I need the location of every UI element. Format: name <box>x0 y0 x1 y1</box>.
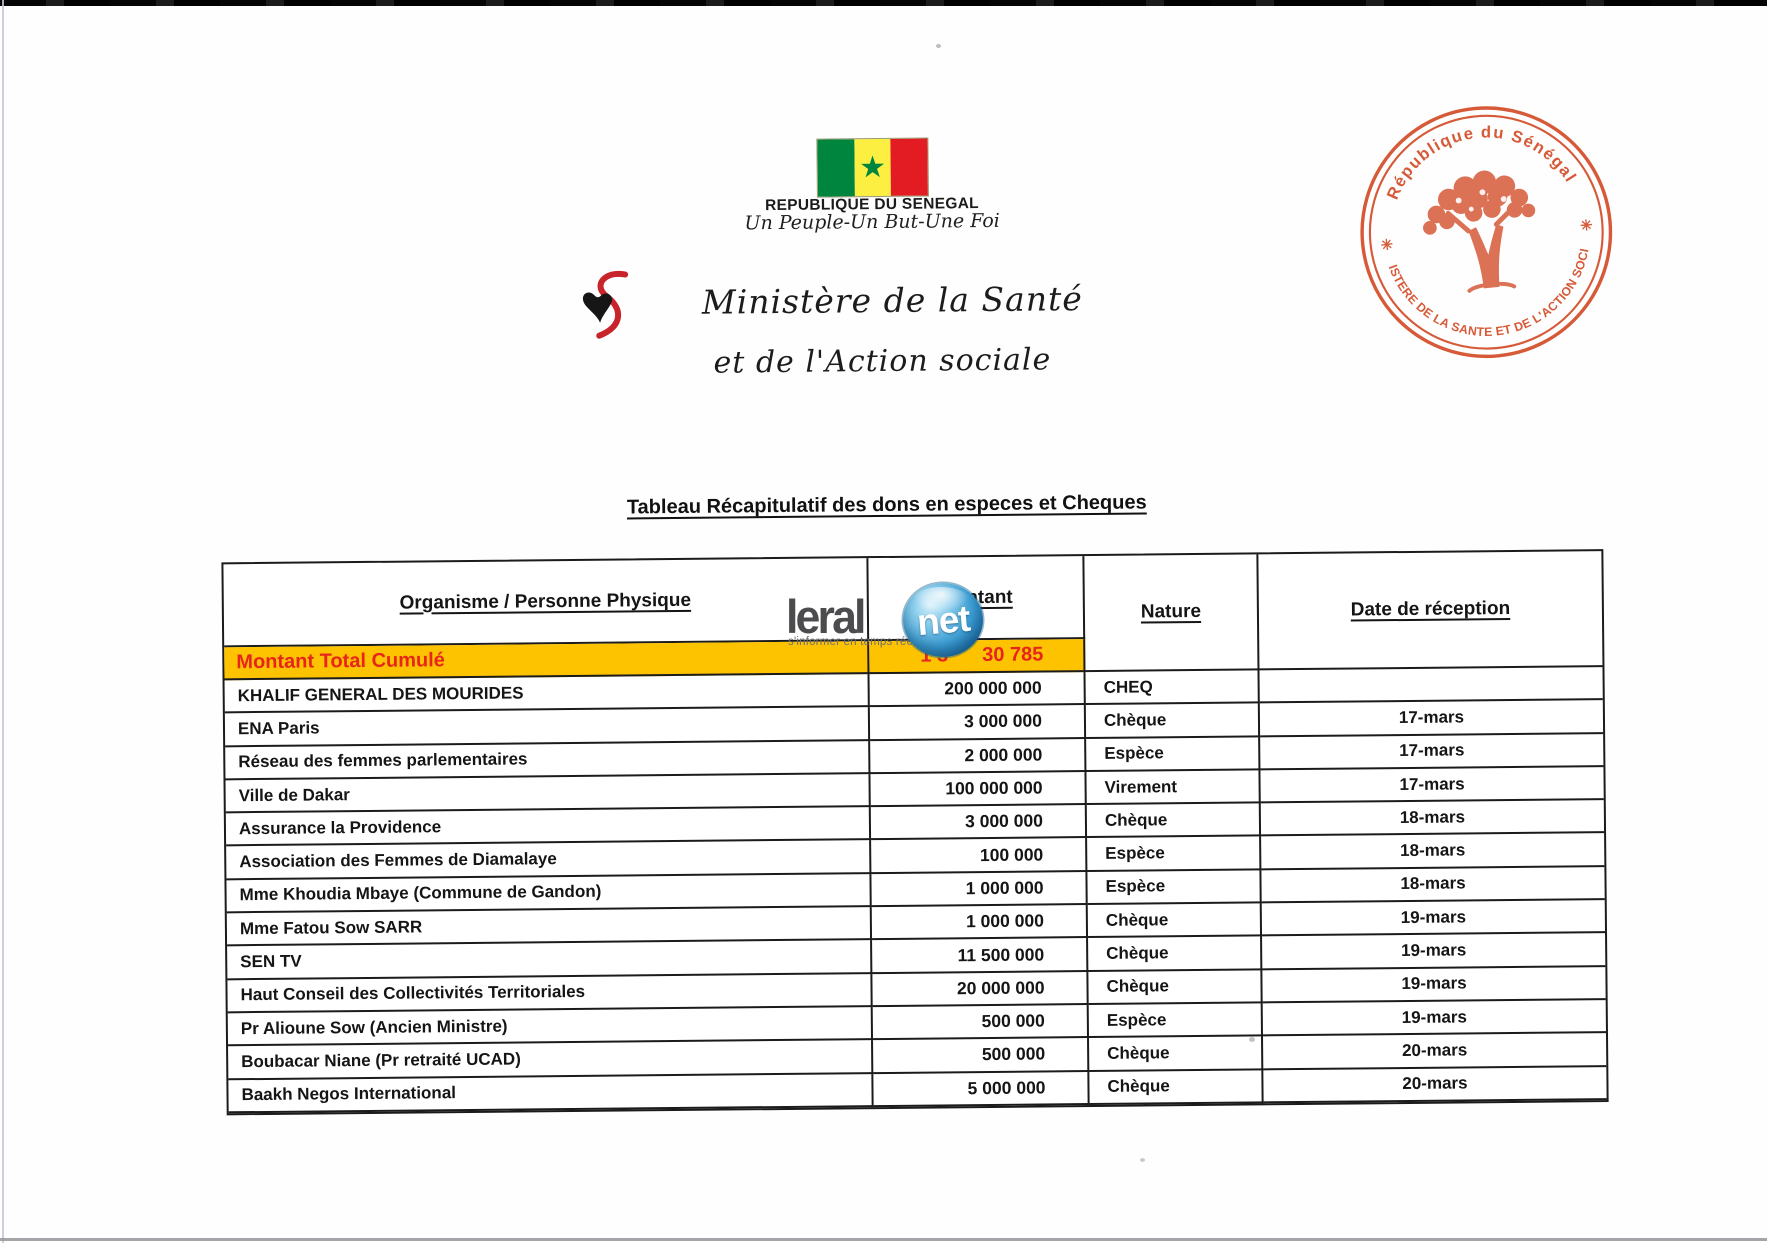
table-row-nature-cell: Chèque <box>1089 1069 1264 1105</box>
table-row-montant-cell: 500 000 <box>872 1005 1090 1041</box>
table-row-montant-cell: 100 000 000 <box>870 771 1087 808</box>
column-header-nature: Nature <box>1084 554 1260 673</box>
table-row-date-cell: 17-mars <box>1260 766 1604 804</box>
column-header-date: Date de réception <box>1258 551 1603 671</box>
table-row-date-cell: 18-mars <box>1261 833 1605 871</box>
ministry-name-line2: et de l'Action sociale <box>713 342 1052 381</box>
table-row-date-cell: 20-mars <box>1263 1033 1607 1070</box>
flag-star-icon: ★ <box>859 150 887 184</box>
scan-speck <box>1249 1037 1255 1042</box>
table-row-montant-cell: 2 000 000 <box>870 738 1087 775</box>
table-row-montant-cell: 1 000 000 <box>871 905 1089 941</box>
table-row-nature-cell: Chèque <box>1086 803 1262 839</box>
stamp-baobab-tree-icon <box>1423 170 1536 293</box>
table-row-nature-cell: Chèque <box>1085 703 1261 739</box>
table-row-date-cell: 19-mars <box>1262 933 1606 971</box>
scan-edge-top <box>0 0 1767 6</box>
watermark-globe-icon: net <box>903 583 983 657</box>
table-row-montant-cell: 200 000 000 <box>869 672 1086 708</box>
table-row-nature-cell: Chèque <box>1088 936 1263 972</box>
table-row-nature-cell: Espèce <box>1087 870 1262 906</box>
watermark-tagline: s'informer en temps réel <box>788 636 916 648</box>
table-row-date-cell: 18-mars <box>1260 800 1605 837</box>
table-row-montant-cell: 5 000 000 <box>873 1071 1090 1107</box>
ministry-stamp: République du Sénégal ✳ ✳ MINISTERE DE L… <box>1353 99 1613 359</box>
table-row-date-cell: 19-mars <box>1262 966 1606 1004</box>
table-row-organisme-cell: Baakh Negos International <box>228 1073 874 1114</box>
table-row-nature-cell: Virement <box>1086 770 1261 806</box>
table-row-date-cell <box>1259 667 1603 704</box>
table-row-montant-cell: 1 000 000 <box>871 871 1088 908</box>
table-row-nature-cell: Espèce <box>1087 836 1262 872</box>
table-row-date-cell: 20-mars <box>1263 1066 1607 1104</box>
watermark-brand-text: leral <box>786 590 866 643</box>
svg-text:✳: ✳ <box>1576 218 1594 233</box>
table-row-montant-cell: 11 500 000 <box>872 938 1089 974</box>
watermark-brand-suffix: net <box>915 597 971 643</box>
ministry-health-logo-icon <box>582 270 629 339</box>
national-motto: Un Peuple-Un But-Une Foi <box>744 209 1000 235</box>
table-row-montant-cell: 100 000 <box>871 838 1088 874</box>
table-row-date-cell: 17-mars <box>1259 700 1604 737</box>
stamp-star-left-icon: ✳ <box>1379 236 1397 251</box>
table-row-nature-cell: Chèque <box>1087 903 1263 939</box>
table-row-montant-cell: 3 000 000 <box>870 805 1088 841</box>
ministry-name-line1: Ministère de la Santé <box>701 279 1083 322</box>
document-title: Tableau Récapitulatif des dons en espece… <box>626 491 1147 519</box>
stamp-star-right-icon: ✳ <box>1576 218 1594 233</box>
table-row-date-cell: 17-mars <box>1260 733 1604 771</box>
scan-speck <box>1140 1158 1145 1162</box>
scan-speck <box>1458 1050 1462 1053</box>
svg-text:✳: ✳ <box>1379 236 1397 251</box>
table-row-nature-cell: Espèce <box>1086 736 1261 772</box>
scan-edge-bottom <box>0 1238 1767 1241</box>
table-row-nature-cell: CHEQ <box>1085 670 1260 706</box>
table-row-montant-cell: 500 000 <box>873 1038 1090 1074</box>
table-row-nature-cell: Espèce <box>1088 1003 1264 1039</box>
scan-edge-left <box>2 0 4 1243</box>
scan-speck <box>936 44 941 48</box>
table-row-nature-cell: Chèque <box>1089 1036 1264 1072</box>
senegal-flag: ★ <box>816 137 929 198</box>
table-row-nature-cell: Chèque <box>1088 970 1263 1006</box>
table-row-montant-cell: 3 000 000 <box>869 705 1087 741</box>
table-row-montant-cell: 20 000 000 <box>872 971 1089 1008</box>
table-row-date-cell: 19-mars <box>1261 900 1606 937</box>
leral-net-watermark: leral s'informer en temps réel net <box>690 575 1000 670</box>
table-row-date-cell: 18-mars <box>1261 866 1605 904</box>
table-row-date-cell: 19-mars <box>1262 1000 1606 1037</box>
